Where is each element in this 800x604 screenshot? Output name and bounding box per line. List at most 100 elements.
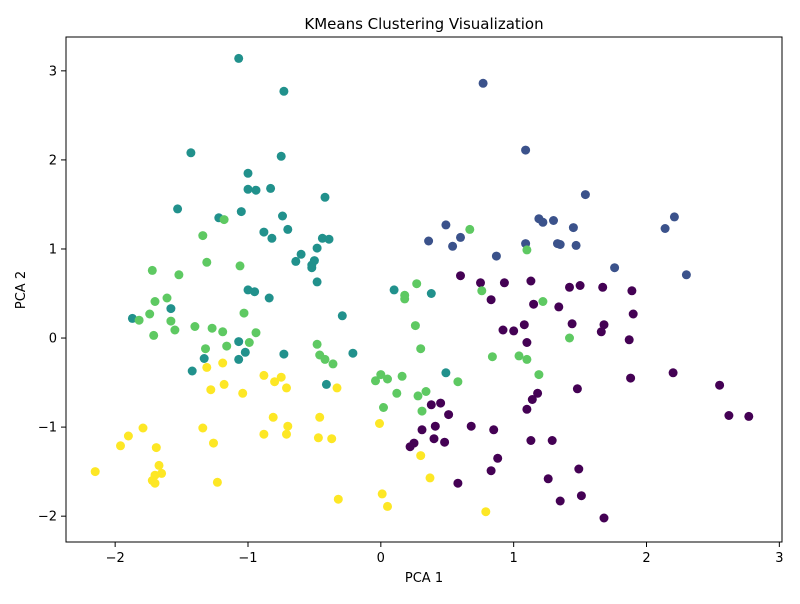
data-point-cluster-2 <box>320 192 330 202</box>
data-point-cluster-0 <box>526 436 536 445</box>
data-point-cluster-4 <box>259 429 269 439</box>
data-point-cluster-2 <box>236 207 246 217</box>
x-tick-label: 1 <box>510 551 518 566</box>
data-point-cluster-0 <box>498 325 508 335</box>
data-point-cluster-3 <box>514 351 524 361</box>
data-point-cluster-2 <box>321 379 331 389</box>
data-point-cluster-4 <box>268 412 278 422</box>
data-point-cluster-4 <box>138 423 148 433</box>
data-point-cluster-0 <box>444 410 454 420</box>
data-point-cluster-3 <box>376 370 386 380</box>
y-tick-label: −2 <box>38 510 57 525</box>
data-point-cluster-4 <box>313 433 323 443</box>
data-point-cluster-3 <box>416 344 426 354</box>
data-point-cluster-3 <box>522 354 532 364</box>
data-point-cluster-4 <box>151 443 161 453</box>
data-point-cluster-0 <box>522 404 532 414</box>
data-point-cluster-1 <box>681 270 691 280</box>
data-point-cluster-4 <box>315 412 325 422</box>
data-point-cluster-2 <box>173 204 183 214</box>
data-point-cluster-1 <box>660 224 670 233</box>
data-point-cluster-3 <box>170 325 180 335</box>
data-point-cluster-2 <box>187 366 197 376</box>
data-point-cluster-3 <box>465 224 475 234</box>
data-point-cluster-2 <box>337 311 347 321</box>
data-point-cluster-4 <box>481 507 491 517</box>
data-point-cluster-2 <box>234 53 244 63</box>
data-point-cluster-0 <box>430 421 440 431</box>
data-point-cluster-0 <box>628 309 638 319</box>
data-point-cluster-4 <box>209 438 218 448</box>
data-point-cluster-3 <box>198 231 208 241</box>
data-point-cluster-4 <box>333 494 343 504</box>
data-point-cluster-4 <box>116 441 125 451</box>
data-point-cluster-2 <box>243 184 253 194</box>
data-point-cluster-4 <box>206 385 216 395</box>
data-point-cluster-2 <box>283 224 293 234</box>
data-point-cluster-0 <box>436 398 446 408</box>
y-tick-label: 2 <box>49 153 57 168</box>
data-point-cluster-0 <box>509 326 519 336</box>
data-point-cluster-3 <box>174 270 184 280</box>
data-point-cluster-3 <box>235 261 245 271</box>
data-point-cluster-3 <box>487 352 497 362</box>
data-point-cluster-3 <box>413 391 423 401</box>
data-point-cluster-0 <box>543 474 553 484</box>
y-tick-label: −1 <box>38 421 57 436</box>
data-point-cluster-0 <box>519 320 529 330</box>
data-point-cluster-2 <box>276 151 286 161</box>
data-point-cluster-4 <box>327 434 337 444</box>
data-point-cluster-0 <box>744 411 754 421</box>
data-point-cluster-0 <box>453 478 463 488</box>
y-tick-label: 3 <box>49 64 57 79</box>
data-point-cluster-4 <box>332 383 342 393</box>
data-point-cluster-0 <box>668 368 678 378</box>
data-point-cluster-1 <box>549 216 558 225</box>
data-point-cluster-0 <box>486 466 496 476</box>
data-point-cluster-0 <box>575 281 585 290</box>
data-point-cluster-0 <box>547 436 557 445</box>
data-point-cluster-0 <box>529 299 539 309</box>
data-point-cluster-2 <box>324 234 334 244</box>
y-tick-label: 0 <box>49 332 57 347</box>
data-point-cluster-2 <box>251 185 261 195</box>
data-point-cluster-4 <box>218 358 228 368</box>
data-point-cluster-3 <box>538 297 548 306</box>
data-point-cluster-0 <box>417 425 427 435</box>
data-point-cluster-0 <box>627 286 637 296</box>
data-point-cluster-2 <box>166 304 176 314</box>
data-point-cluster-3 <box>190 322 200 331</box>
data-point-cluster-4 <box>276 372 286 382</box>
x-axis-label: PCA 1 <box>405 571 443 586</box>
data-point-cluster-3 <box>412 279 422 289</box>
data-point-cluster-0 <box>599 513 609 523</box>
data-point-cluster-4 <box>282 429 291 439</box>
data-point-cluster-4 <box>219 379 229 389</box>
data-point-cluster-3 <box>201 344 210 354</box>
y-axis-ticks: −2 −1 0 1 2 3 <box>38 64 66 525</box>
data-point-cluster-2 <box>264 293 274 303</box>
data-point-cluster-0 <box>499 278 509 288</box>
data-point-cluster-3 <box>166 316 176 326</box>
data-point-cluster-0 <box>405 442 415 452</box>
data-point-cluster-3 <box>379 403 388 412</box>
data-point-cluster-2 <box>243 168 253 178</box>
data-point-cluster-4 <box>202 362 212 372</box>
data-point-cluster-0 <box>574 464 584 474</box>
data-point-cluster-3 <box>421 387 431 396</box>
data-point-cluster-4 <box>425 473 435 483</box>
data-point-cluster-0 <box>489 425 499 435</box>
data-point-cluster-4 <box>416 451 426 461</box>
data-point-cluster-2 <box>186 148 196 158</box>
data-point-cluster-3 <box>202 257 212 267</box>
data-point-cluster-3 <box>392 388 402 398</box>
data-point-cluster-4 <box>238 388 248 398</box>
data-point-cluster-0 <box>599 320 609 330</box>
data-point-cluster-1 <box>441 220 451 230</box>
x-axis-ticks: −2 −1 0 1 2 3 <box>106 542 783 566</box>
data-point-cluster-3 <box>251 328 261 338</box>
data-point-cluster-3 <box>522 245 532 255</box>
data-point-cluster-0 <box>724 411 734 420</box>
data-point-cluster-0 <box>715 380 725 390</box>
